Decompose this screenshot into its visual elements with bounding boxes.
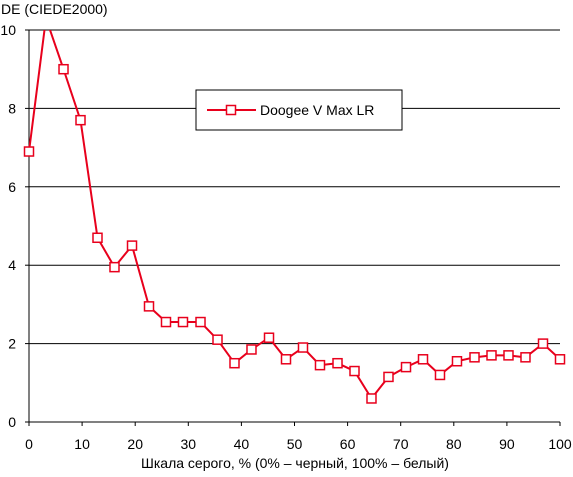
x-tick-label-60: 60 — [340, 436, 356, 452]
x-tick-label-70: 70 — [393, 436, 409, 452]
y-tick-label-2: 2 — [8, 336, 16, 352]
data-point — [434, 369, 446, 381]
y-tick-labels: 0 2 4 6 8 10 — [0, 22, 16, 430]
data-point — [417, 354, 429, 365]
x-tick-label-30: 30 — [181, 436, 197, 452]
data-point — [280, 354, 292, 365]
x-tick-label-90: 90 — [499, 436, 515, 452]
data-point — [212, 334, 223, 345]
data-point — [75, 114, 86, 126]
legend: Doogee V Max LR — [195, 89, 403, 131]
data-point — [229, 357, 240, 369]
x-tick-label-20: 20 — [127, 436, 143, 452]
data-point — [23, 146, 35, 157]
data-point — [400, 361, 412, 373]
x-tick-label-40: 40 — [234, 436, 250, 452]
legend-marker-swatch — [225, 104, 237, 116]
x-tick-label-0: 0 — [25, 436, 33, 452]
y-tick-label-6: 6 — [8, 179, 16, 195]
x-tick-label-50: 50 — [287, 436, 303, 452]
series-layer — [23, 30, 566, 404]
data-point — [537, 338, 549, 349]
data-point — [177, 316, 189, 328]
series-line-0 — [28, 30, 561, 400]
x-tick-labels: 0 10 20 30 40 50 60 70 80 90 100 — [25, 436, 572, 452]
data-point — [246, 344, 257, 355]
x-axis-title: Шкала серого, % (0% – черный, 100% – бел… — [141, 455, 449, 471]
data-point — [160, 316, 172, 328]
data-point — [297, 342, 309, 353]
data-point — [92, 232, 103, 244]
data-point — [263, 332, 275, 343]
legend-series-label: Doogee V Max LR — [260, 102, 374, 118]
data-point — [126, 240, 138, 251]
data-point — [332, 357, 343, 369]
data-point — [469, 352, 480, 363]
data-point — [451, 355, 463, 367]
y-tick-label-4: 4 — [8, 257, 16, 273]
data-point — [503, 350, 514, 361]
y-axis-title: DE (CIEDE2000) — [1, 1, 108, 17]
data-point — [486, 350, 497, 361]
data-point — [383, 371, 394, 383]
y-tick-label-0: 0 — [8, 414, 16, 430]
x-tick-label-100: 100 — [548, 436, 572, 452]
data-point — [366, 393, 377, 404]
x-tick-label-10: 10 — [74, 436, 90, 452]
data-point — [554, 354, 566, 365]
y-tick-label-10: 10 — [0, 22, 16, 38]
data-point — [58, 63, 69, 75]
data-point — [109, 261, 120, 273]
y-tick-label-8: 8 — [8, 100, 16, 116]
data-point — [195, 316, 206, 328]
axes — [25, 29, 561, 426]
data-point — [314, 359, 326, 371]
x-tick-label-80: 80 — [446, 436, 462, 452]
data-point — [520, 352, 531, 363]
grid-lines — [29, 29, 560, 345]
data-point — [143, 301, 155, 312]
data-point — [349, 365, 360, 377]
